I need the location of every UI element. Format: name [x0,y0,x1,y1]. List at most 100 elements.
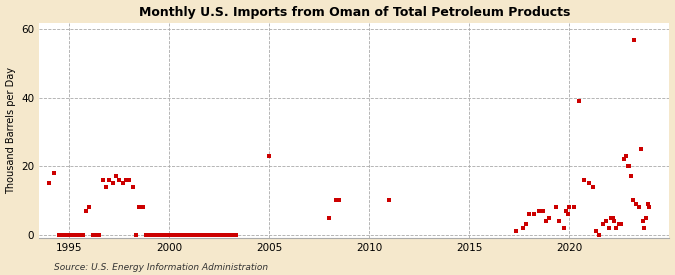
Point [180,232,191,237]
Point [204,232,215,237]
Point [144,232,155,237]
Point [264,154,275,158]
Point [641,215,651,220]
Point [559,226,570,230]
Point [107,181,118,186]
Point [324,215,335,220]
Point [587,185,598,189]
Point [130,232,141,237]
Point [636,147,647,151]
Point [217,232,228,237]
Point [643,202,653,206]
Point [562,212,573,216]
Point [334,198,345,203]
Point [594,232,605,237]
Point [622,164,633,168]
Point [544,215,555,220]
Point [97,178,108,182]
Point [560,208,571,213]
Point [177,232,188,237]
Point [154,232,165,237]
Point [214,232,225,237]
Point [517,226,528,230]
Point [384,198,395,203]
Point [637,219,648,223]
Point [90,232,101,237]
Point [151,232,161,237]
Point [197,232,208,237]
Point [170,232,181,237]
Point [605,215,616,220]
Point [628,198,639,203]
Point [74,232,84,237]
Point [644,205,655,210]
Point [227,232,238,237]
Point [620,154,631,158]
Point [604,226,615,230]
Point [137,205,148,210]
Point [534,208,545,213]
Point [77,232,88,237]
Point [104,178,115,182]
Point [591,229,601,233]
Point [569,205,580,210]
Point [127,185,138,189]
Point [194,232,205,237]
Point [110,174,121,179]
Point [207,232,218,237]
Point [524,212,535,216]
Point [147,232,158,237]
Point [608,215,618,220]
Point [167,232,178,237]
Point [579,178,590,182]
Point [49,171,59,175]
Point [63,232,74,237]
Point [611,226,622,230]
Point [639,226,650,230]
Point [190,232,201,237]
Point [629,37,640,42]
Point [626,174,637,179]
Y-axis label: Thousand Barrels per Day: Thousand Barrels per Day [5,67,16,194]
Point [84,205,95,210]
Point [601,219,612,223]
Point [54,232,65,237]
Point [529,212,540,216]
Point [101,185,111,189]
Point [634,205,645,210]
Point [164,232,175,237]
Point [120,178,131,182]
Point [60,232,71,237]
Point [184,232,194,237]
Point [140,232,151,237]
Point [520,222,531,227]
Point [117,181,128,186]
Point [221,232,232,237]
Point [619,157,630,162]
Point [157,232,168,237]
Point [597,222,608,227]
Point [114,178,125,182]
Point [624,164,634,168]
Point [224,232,235,237]
Point [80,208,91,213]
Point [87,232,98,237]
Point [584,181,595,186]
Point [609,219,620,223]
Point [574,99,585,103]
Point [630,202,641,206]
Point [200,232,211,237]
Point [537,208,548,213]
Point [230,232,241,237]
Point [614,222,625,227]
Point [124,178,134,182]
Point [187,232,198,237]
Point [564,205,575,210]
Text: Source: U.S. Energy Information Administration: Source: U.S. Energy Information Administ… [54,263,268,272]
Point [554,219,565,223]
Point [70,232,81,237]
Point [510,229,521,233]
Point [173,232,184,237]
Point [94,232,105,237]
Point [331,198,342,203]
